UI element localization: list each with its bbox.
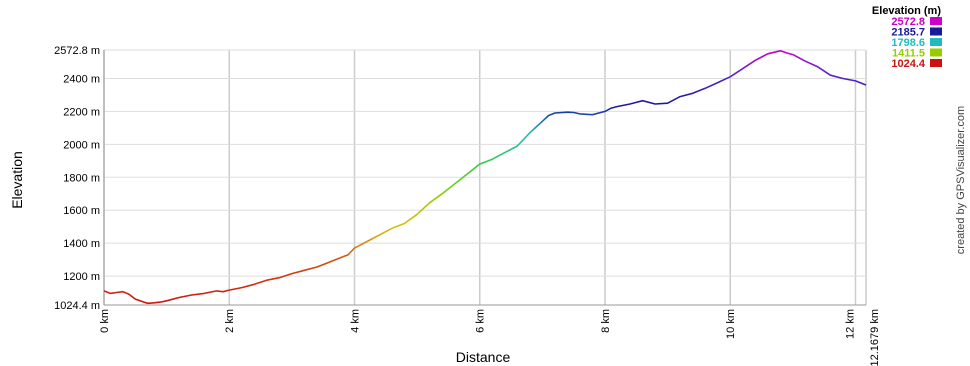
y-tick-label: 1600 m: [63, 205, 100, 217]
y-tick-label: 1200 m: [63, 271, 100, 283]
legend-swatch: [930, 59, 942, 67]
x-tick-label: 6 km: [475, 309, 487, 333]
legend-swatch: [930, 17, 942, 25]
y-tick-label: 2572.8 m: [54, 45, 100, 57]
legend-entry-label: 2185.7: [891, 27, 925, 39]
legend-entry-label: 1798.6: [891, 37, 925, 49]
x-tick-label: 0 km: [99, 309, 111, 333]
credit-text: created by GPSVisualizer.com: [955, 106, 967, 254]
legend-entry-label: 1024.4: [891, 58, 926, 70]
x-tick-label: 2 km: [224, 309, 236, 333]
legend-swatch: [930, 27, 942, 36]
series-layer: [103, 49, 867, 305]
chart-axes: [103, 50, 866, 306]
y-tick-label: 2200 m: [63, 106, 100, 118]
x-tick-label: 4 km: [349, 309, 361, 333]
y-tick-label: 1400 m: [63, 238, 100, 250]
legend-entry-label: 2572.8: [891, 16, 925, 28]
y-tick-label: 2000 m: [63, 139, 100, 151]
y-tick-label: 1800 m: [63, 172, 100, 184]
x-tick-label: 12.1679 km: [869, 309, 881, 366]
x-tick-label: 8 km: [600, 309, 612, 333]
legend-swatch: [930, 48, 942, 57]
elevation-line: [103, 49, 867, 305]
legend-swatch: [930, 38, 942, 46]
y-tick-label: 2400 m: [63, 73, 100, 85]
x-axis-title: Distance: [456, 349, 511, 365]
y-axis-title: Elevation: [9, 151, 25, 209]
legend: Elevation (m) 2572.82185.71798.61411.510…: [872, 5, 942, 70]
x-tick-labels: 0 km 2 km 4 km 6 km 8 km 10 km 12 km 12.1679 km: [99, 309, 881, 366]
x-tick-label: 12 km: [844, 309, 856, 339]
legend-entry-label: 1411.5: [892, 48, 925, 60]
x-tick-label: 10 km: [725, 309, 737, 339]
legend-title: Elevation (m): [872, 5, 941, 17]
y-tick-label: 1024.4 m: [54, 300, 100, 312]
y-gridlines: [104, 49, 866, 306]
y-tick-labels: 1024.4 m 1200 m 1400 m 1600 m 1800 m 2000 m 22…: [54, 45, 100, 312]
